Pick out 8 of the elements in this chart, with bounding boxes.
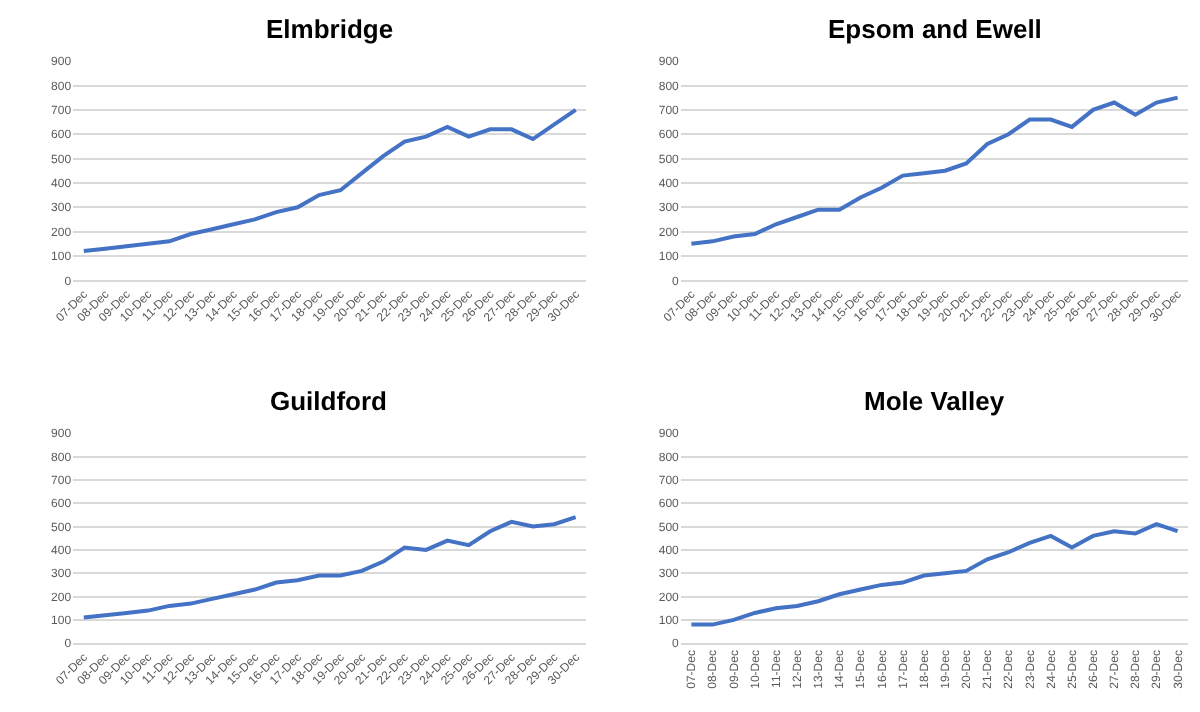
chart-title: Mole Valley (864, 386, 1006, 416)
line-series (81, 107, 578, 254)
line-series (81, 515, 578, 620)
chart-title: Elmbridge (266, 14, 394, 44)
chart-title: Guildford (270, 386, 388, 416)
line-series (689, 95, 1180, 246)
line-series (689, 522, 1180, 627)
chart-title: Epsom and Ewell (828, 14, 1042, 44)
